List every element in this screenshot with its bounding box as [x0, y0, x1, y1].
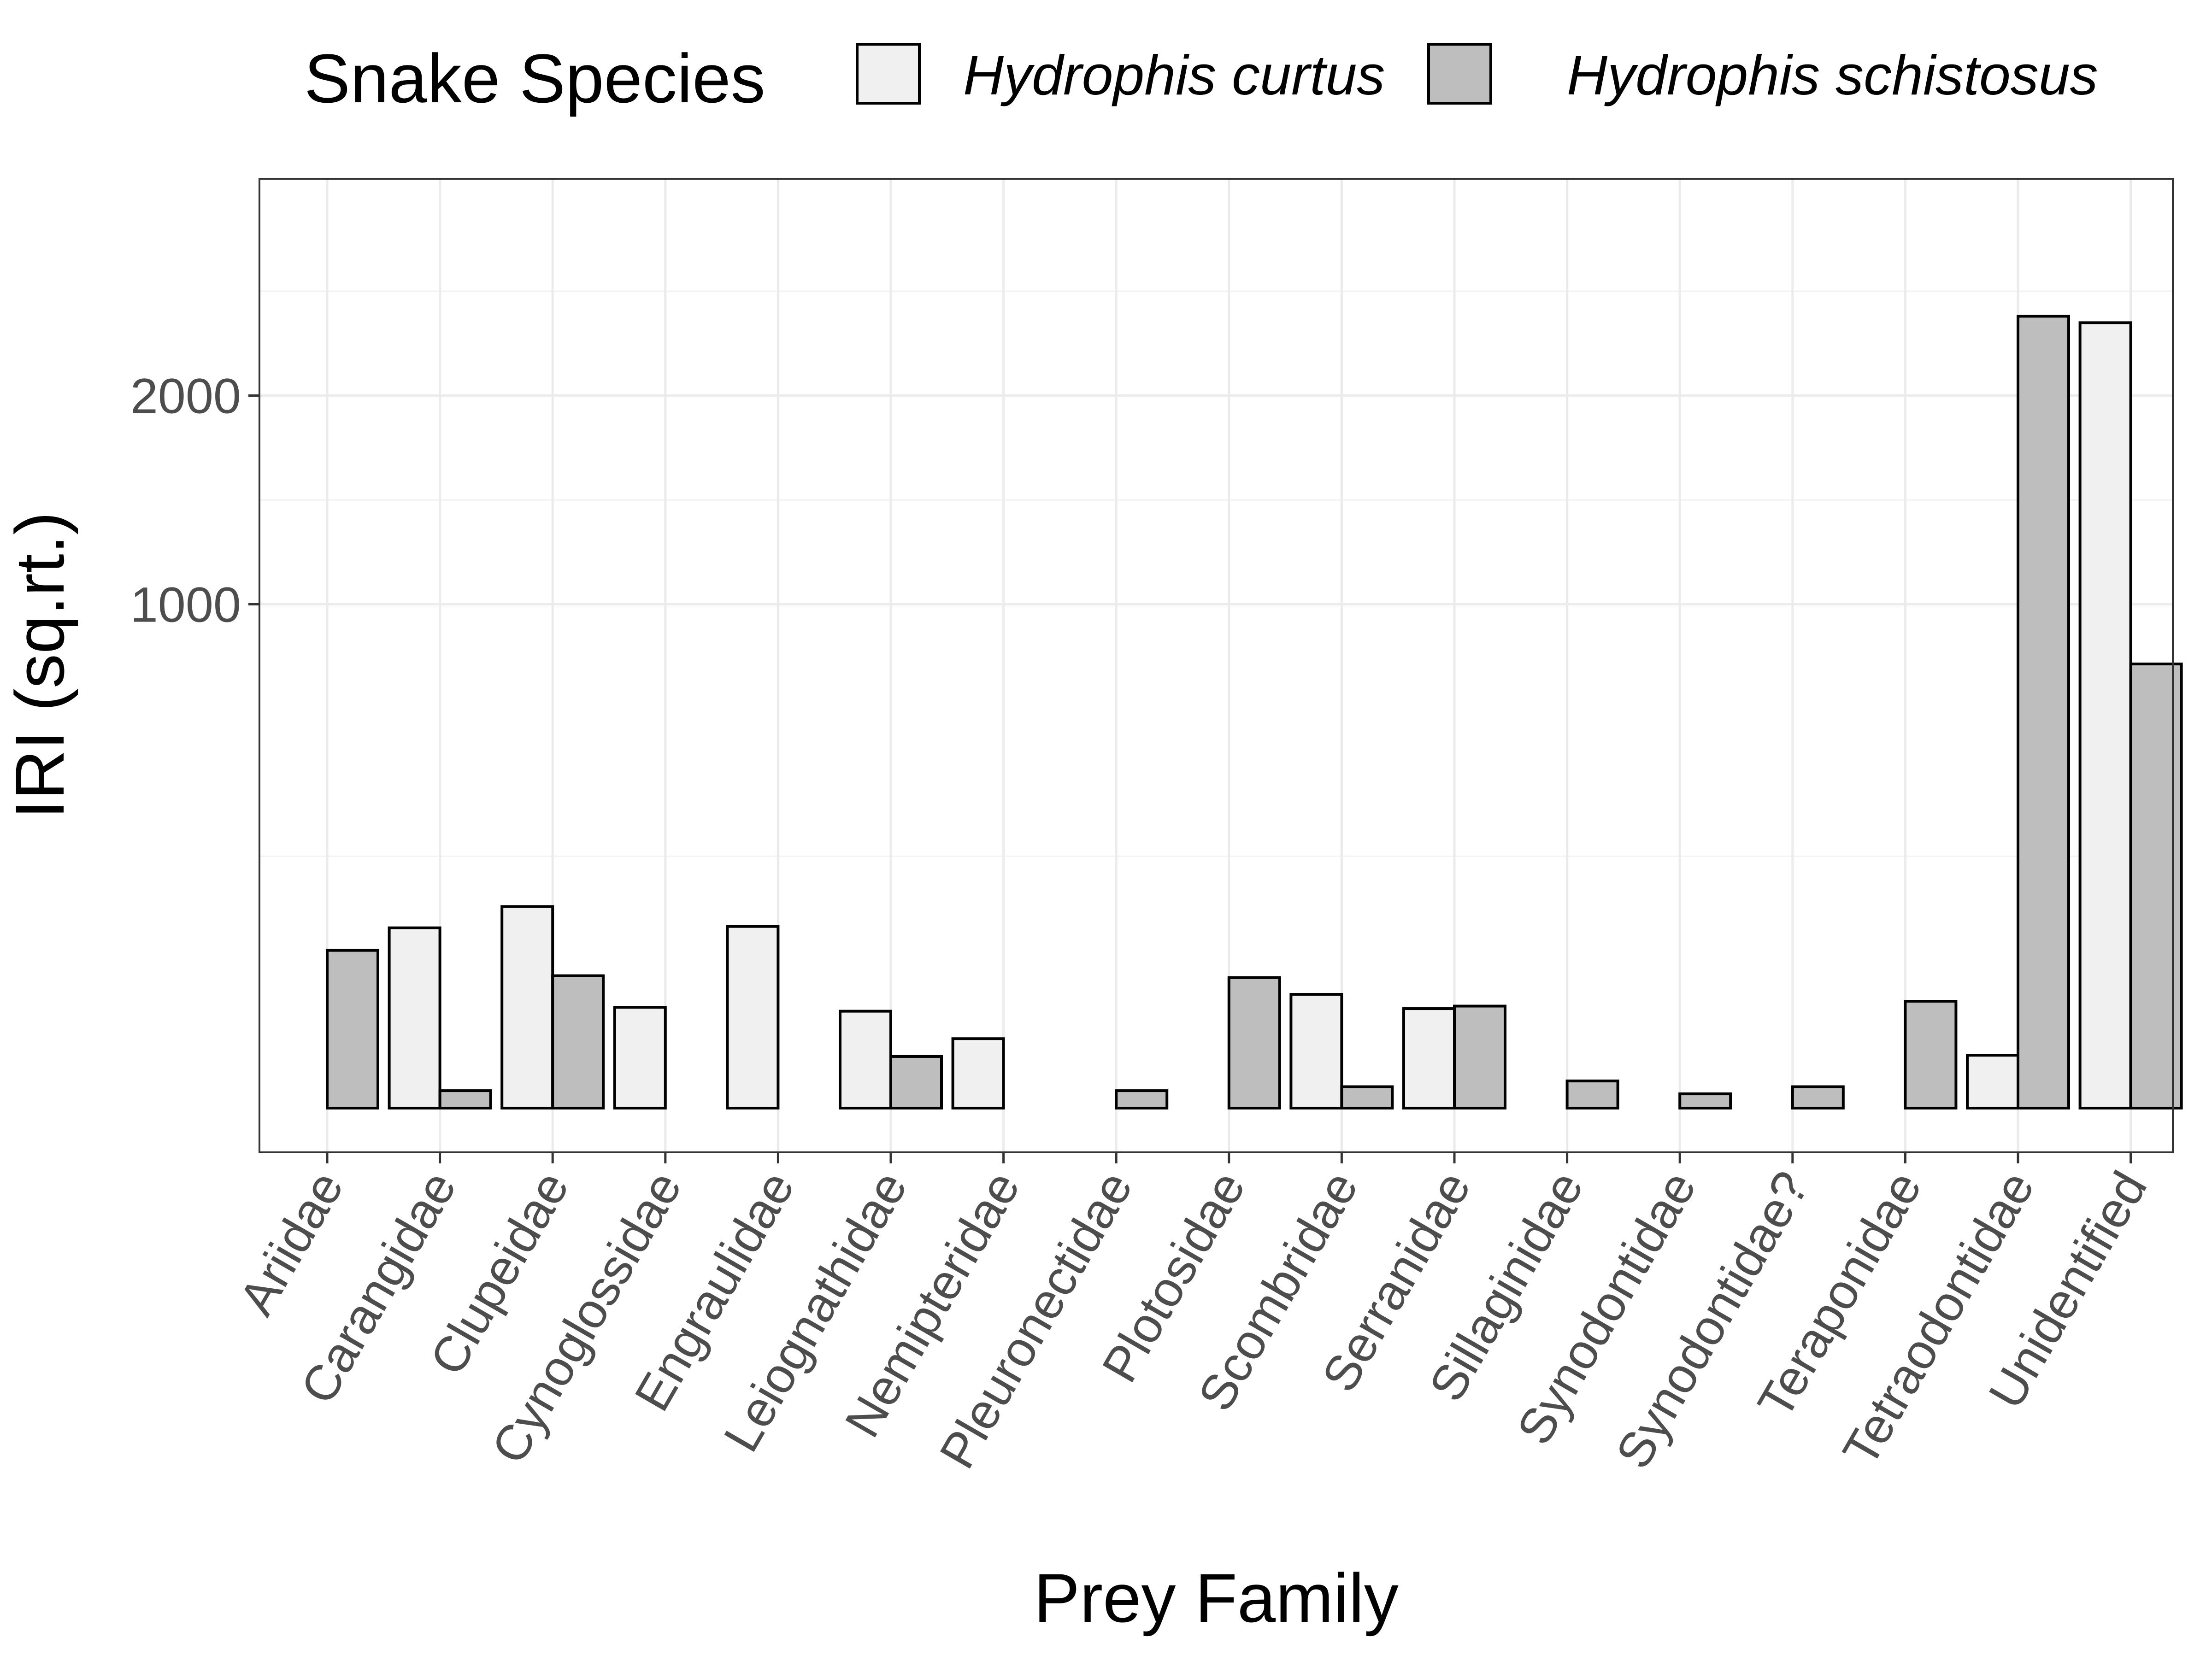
y-tick-label: 2000	[130, 368, 241, 424]
bar-hydrophis-schistosus	[1227, 976, 1281, 1109]
bar-hydrophis-schistosus	[2129, 663, 2183, 1109]
bar-hydrophis-schistosus	[889, 1055, 943, 1110]
bar-hydrophis-schistosus	[551, 974, 605, 1109]
bar-hydrophis-curtus	[1289, 993, 1343, 1109]
bar-hydrophis-curtus	[1966, 1054, 2019, 1109]
bar-hydrophis-curtus	[613, 1006, 667, 1109]
y-axis-title: IRI (sq.rt.)	[1, 512, 78, 819]
legend-label: Hydrophis schistosus	[1567, 44, 2098, 106]
bar-hydrophis-curtus	[500, 905, 554, 1109]
legend-key	[1427, 43, 1492, 105]
bar-hydrophis-schistosus	[2017, 315, 2070, 1110]
bar-hydrophis-schistosus	[326, 949, 379, 1110]
bar-hydrophis-schistosus	[438, 1089, 492, 1110]
x-axis-title: Prey Family	[1034, 1559, 1399, 1637]
bar-hydrophis-schistosus	[1791, 1085, 1845, 1109]
legend-key	[856, 43, 921, 105]
bar-hydrophis-schistosus	[1565, 1080, 1619, 1109]
y-tick-label: 1000	[130, 576, 241, 632]
bar-hydrophis-curtus	[951, 1037, 1005, 1110]
legend: Snake Species Hydrophis curtus Hydrophis …	[304, 40, 2098, 117]
bar-hydrophis-curtus	[1402, 1007, 1456, 1109]
bar-hydrophis-curtus	[726, 925, 780, 1109]
bar-hydrophis-schistosus	[1115, 1089, 1169, 1110]
bar-hydrophis-curtus	[388, 926, 441, 1109]
bars	[326, 315, 2183, 1110]
bar-hydrophis-schistosus	[1453, 1004, 1506, 1110]
legend-label: Hydrophis curtus	[963, 44, 1385, 106]
bar-hydrophis-curtus	[839, 1010, 892, 1109]
bar-hydrophis-schistosus	[1678, 1092, 1732, 1110]
legend-title: Snake Species	[304, 40, 765, 117]
bar-hydrophis-curtus	[2078, 321, 2132, 1110]
bar-hydrophis-schistosus	[1904, 1000, 1958, 1109]
plot-panel-border	[259, 178, 2174, 1153]
bar-hydrophis-schistosus	[1340, 1085, 1394, 1109]
